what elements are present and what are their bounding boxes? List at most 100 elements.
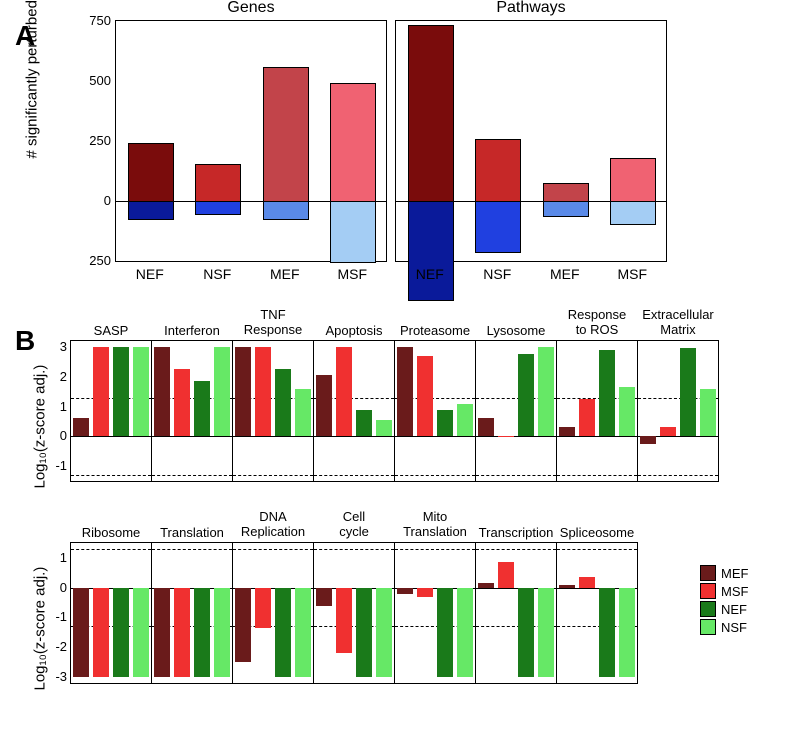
bar: [437, 410, 453, 437]
ytick-label: 0: [60, 580, 67, 595]
bar: [376, 420, 392, 436]
ytick-label: 3: [60, 339, 67, 354]
x-category-label: MSF: [599, 266, 667, 282]
subplot-title: Translation: [152, 525, 232, 540]
bar: [174, 369, 190, 436]
x-category-label: NSF: [464, 266, 532, 282]
bar-up: [128, 143, 174, 203]
bar-down: [128, 201, 174, 220]
bar: [133, 347, 149, 436]
panel-b-subplot: Proteasome: [394, 340, 476, 482]
ytick-label: -1: [55, 458, 67, 473]
legend-item: MSF: [700, 583, 748, 599]
bar: [235, 588, 251, 662]
bar: [579, 577, 595, 587]
bar: [275, 369, 291, 436]
ytick-label: 250: [89, 133, 111, 148]
subplot-title: Genes: [116, 0, 386, 17]
bar: [295, 389, 311, 437]
bar: [619, 588, 635, 677]
bar: [599, 350, 615, 436]
bar-up: [475, 139, 521, 203]
bar: [255, 347, 271, 436]
panel-a-ylabel: # significantly perturbed: [24, 139, 41, 159]
bar: [154, 588, 170, 677]
bar-up: [330, 83, 376, 203]
bar: [73, 588, 89, 677]
ytick-label: 250: [89, 253, 111, 268]
bar: [113, 347, 129, 436]
bar: [518, 354, 534, 436]
bar: [559, 585, 575, 588]
panel-b-subplot: Ribosome-3-2-101: [70, 542, 152, 684]
bar: [113, 588, 129, 677]
panel-b-subplot: TNFResponse: [232, 340, 314, 482]
bar-down: [543, 201, 589, 217]
legend-label: MEF: [721, 566, 748, 581]
legend-swatch: [700, 583, 716, 599]
panel-b-ylabel-2: Log₁₀(z-score adj.): [32, 551, 49, 691]
bar: [214, 588, 230, 677]
ytick-label: 1: [60, 550, 67, 565]
bar-up: [543, 183, 589, 203]
panel-b-subplot: ExtracellularMatrix: [637, 340, 719, 482]
panel-a-subplot: Genes0250500750250NEFNSFMEFMSF: [115, 20, 387, 262]
panel-b: Log₁₀(z-score adj.) SASP-10123Interferon…: [70, 340, 793, 689]
bar: [336, 347, 352, 436]
bar: [559, 427, 575, 436]
bar: [518, 588, 534, 677]
bar: [356, 410, 372, 437]
bar: [93, 588, 109, 677]
legend-label: MSF: [721, 584, 748, 599]
panel-b-subplot: Cellcycle: [313, 542, 395, 684]
bar: [478, 418, 494, 436]
legend-swatch: [700, 601, 716, 617]
legend: MEF MSF NEF NSF: [700, 565, 748, 637]
panel-b-subplot: Lysosome: [475, 340, 557, 482]
x-category-label: MEF: [531, 266, 599, 282]
bar-up: [263, 67, 309, 203]
panel-b-subplot: Spliceosome: [556, 542, 638, 684]
ytick-label: 2: [60, 369, 67, 384]
x-category-label: NEF: [396, 266, 464, 282]
ytick-label: 1: [60, 399, 67, 414]
bar: [640, 436, 656, 443]
x-category-label: MEF: [251, 266, 319, 282]
ytick-label: 500: [89, 73, 111, 88]
bar-down: [408, 201, 454, 301]
bar: [538, 588, 554, 677]
bar: [316, 375, 332, 436]
ytick-label: 0: [60, 428, 67, 443]
bar: [599, 588, 615, 677]
panel-b-ylabel-1: Log₁₀(z-score adj.): [32, 349, 49, 489]
bar-up: [408, 25, 454, 203]
bar: [73, 418, 89, 436]
bar: [133, 588, 149, 677]
panel-b-subplot: Interferon: [151, 340, 233, 482]
legend-label: NSF: [721, 620, 747, 635]
legend-swatch: [700, 565, 716, 581]
bar: [376, 588, 392, 677]
x-category-label: MSF: [319, 266, 387, 282]
bar-down: [475, 201, 521, 253]
bar: [235, 347, 251, 436]
legend-label: NEF: [721, 602, 747, 617]
bar: [680, 348, 696, 436]
bar-down: [330, 201, 376, 263]
ytick-label: -1: [55, 609, 67, 624]
bar: [579, 399, 595, 436]
panel-a-subplot: PathwaysNEFNSFMEFMSF: [395, 20, 667, 262]
bar: [93, 347, 109, 436]
bar: [174, 588, 190, 677]
bar: [316, 588, 332, 606]
subplot-title: SASP: [71, 323, 151, 338]
ytick-label: 0: [104, 193, 111, 208]
bar: [660, 427, 676, 436]
bar: [437, 588, 453, 677]
subplot-title: Proteasome: [395, 323, 475, 338]
bar-down: [195, 201, 241, 215]
bar-up: [195, 164, 241, 203]
bar: [498, 436, 514, 437]
panel-b-subplot: DNAReplication: [232, 542, 314, 684]
figure-root: A # significantly perturbed Genes0250500…: [10, 20, 793, 689]
